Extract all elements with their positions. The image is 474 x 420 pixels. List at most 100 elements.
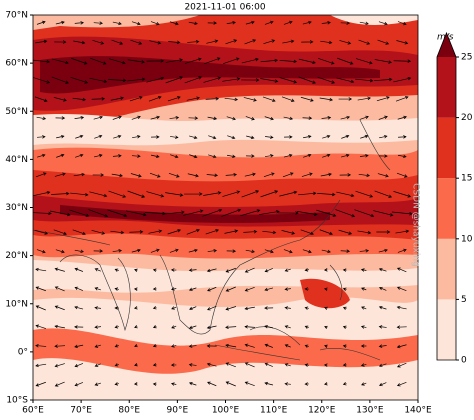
wind-arrow (169, 248, 179, 253)
wind-arrow (55, 116, 66, 120)
wind-arrow (202, 208, 223, 217)
wind-arrow (152, 363, 157, 367)
wind-arrow (54, 286, 65, 292)
wind-arrow (279, 190, 298, 197)
wind-arrow (260, 58, 279, 63)
wind-arrow (260, 78, 279, 83)
wind-arrow (204, 57, 221, 65)
wind-arrow (340, 249, 351, 253)
wind-arrow (33, 77, 51, 84)
wind-arrow (298, 76, 316, 84)
wind-arrow (396, 381, 407, 387)
wind-arrow (397, 154, 407, 159)
colorbar-tick-label: 0 (461, 356, 467, 366)
wind-arrow (74, 249, 84, 254)
wind-arrow (54, 40, 67, 44)
wind-arrow (206, 39, 219, 44)
wind-arrow (321, 116, 332, 120)
wind-arrow (397, 21, 407, 26)
field-region (33, 15, 200, 30)
wind-arrow (188, 287, 197, 291)
wind-arrow (188, 21, 198, 26)
colorbar-segment (437, 57, 456, 118)
wind-arrow (34, 229, 49, 235)
wind-arrow (94, 287, 101, 291)
wind-arrow (171, 325, 177, 329)
wind-arrow (284, 153, 293, 158)
wind-arrow (281, 230, 296, 235)
wind-arrow (35, 267, 47, 272)
wind-arrow (74, 382, 84, 387)
wind-arrow (130, 173, 142, 178)
wind-arrow (245, 249, 255, 254)
colorbar-tick-label: 25 (461, 53, 472, 63)
wind-arrow (355, 78, 374, 83)
wind-arrow (359, 154, 369, 158)
wind-arrow (108, 58, 126, 65)
wind-arrow (301, 172, 313, 177)
wind-arrow (360, 325, 367, 329)
wind-arrow (245, 116, 255, 121)
wind-arrow (304, 325, 309, 329)
wind-arrow (186, 228, 200, 235)
wind-arrow (359, 249, 370, 253)
wind-arrow (304, 287, 309, 291)
wind-arrow (171, 306, 177, 310)
wind-arrow (264, 306, 274, 310)
wind-arrow (188, 382, 197, 386)
wind-arrow (284, 325, 291, 329)
wind-arrow (133, 306, 138, 310)
wind-arrow (69, 209, 90, 217)
wind-arrow (114, 268, 119, 272)
watermark: CSDN @shayuxing (411, 183, 421, 267)
wind-arrow (108, 78, 127, 83)
wind-arrow (170, 135, 179, 139)
wind-arrow (240, 209, 261, 217)
wind-arrow (300, 229, 314, 236)
wind-arrow (224, 229, 239, 234)
wind-arrow (224, 97, 239, 102)
wind-arrow (339, 40, 352, 45)
colorbar-segment (437, 117, 456, 179)
wind-arrow (165, 76, 184, 84)
wind-arrow (130, 39, 143, 45)
wind-arrow (206, 344, 217, 348)
wind-arrow (379, 134, 388, 139)
wind-arrow (205, 229, 220, 235)
wind-arrow (93, 115, 104, 120)
wind-arrow (165, 192, 184, 197)
lat-label: 50°N (5, 107, 28, 117)
wind-arrow (304, 363, 309, 367)
wind-arrow (56, 153, 65, 158)
wind-arrow (398, 135, 407, 139)
wind-arrow (374, 59, 392, 64)
wind-arrow (35, 381, 46, 387)
wind-arrow (282, 172, 294, 178)
wind-arrow (358, 39, 371, 45)
lat-label: 60°N (5, 59, 28, 69)
wind-arrow (321, 21, 331, 25)
wind-arrow (283, 20, 293, 25)
wind-arrow (94, 134, 103, 139)
wind-arrow (74, 305, 84, 310)
wind-arrow (70, 192, 89, 197)
wind-arrow (146, 76, 165, 83)
wind-arrow (91, 97, 106, 101)
wind-arrow (378, 286, 387, 291)
wind-arrow (279, 77, 298, 84)
wind-arrow (360, 344, 367, 348)
wind-arrow (323, 363, 328, 367)
wind-arrow (244, 172, 256, 177)
wind-arrow (187, 40, 200, 44)
wind-arrow (378, 363, 387, 368)
wind-arrow (317, 76, 336, 84)
wind-arrow (396, 305, 407, 310)
wind-arrow (165, 58, 183, 63)
colorbar-extend (437, 33, 456, 57)
lon-label: 110°E (260, 406, 288, 416)
wind-arrow (241, 78, 260, 82)
wind-arrow (35, 305, 46, 311)
wind-arrow (149, 172, 161, 178)
wind-arrow (73, 40, 86, 45)
wind-arrow (244, 362, 255, 368)
